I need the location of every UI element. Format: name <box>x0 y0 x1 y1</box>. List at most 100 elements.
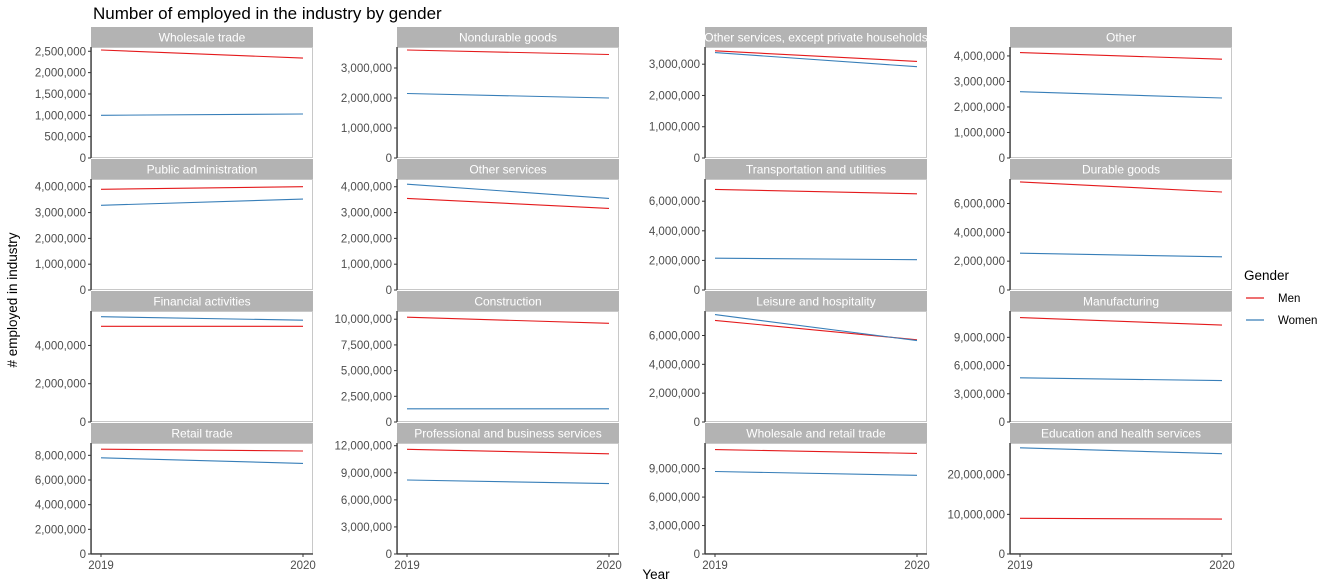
panel-construction: Construction 0 2,500,000 5,000,000 7,500,000… <box>334 291 619 429</box>
series-line-men <box>406 448 610 455</box>
panel-border <box>397 47 619 158</box>
y-tick-label: 0 <box>999 417 1005 429</box>
y-tick-label: 4,000,000 <box>35 500 86 512</box>
panel-border <box>705 443 927 554</box>
panel-border <box>91 47 313 158</box>
panel-border <box>91 443 313 554</box>
strip-background <box>1010 27 1232 47</box>
series-line-men <box>1019 52 1223 60</box>
panel-durable-goods: Durable goods 0 2,000,000 4,000,000 6,000,00… <box>954 159 1232 297</box>
y-tick-label: 0 <box>386 549 392 561</box>
strip-background <box>397 291 619 311</box>
series-line-women <box>100 457 304 464</box>
y-tick-label: 8,000,000 <box>35 450 86 462</box>
y-tick-label: 6,000,000 <box>341 495 392 507</box>
strip-label: Other <box>1106 31 1136 45</box>
y-tick-label: 6,000,000 <box>649 492 700 504</box>
panels: Wholesale trade 0 500,000 1,000,000 1,500,00… <box>35 27 1235 572</box>
y-tick-label: 2,000,000 <box>649 255 700 267</box>
y-tick-label: 1,000,000 <box>649 122 700 134</box>
strip-background <box>397 159 619 179</box>
y-tick-label: 1,000,000 <box>35 110 86 122</box>
panel-education-and-health-services: Education and health services 0 10,000,000… <box>947 423 1235 572</box>
y-axis-title: # employed in industry <box>5 232 20 367</box>
series-line-men <box>100 448 304 452</box>
y-tick-label: 9,000,000 <box>954 332 1005 344</box>
y-tick-label: 3,000,000 <box>954 76 1005 88</box>
y-tick-label: 0 <box>386 153 392 165</box>
strip-background <box>705 159 927 179</box>
strip-label: Nondurable goods <box>459 31 557 45</box>
y-tick-label: 500,000 <box>44 132 86 144</box>
y-tick-label: 4,000,000 <box>954 227 1005 239</box>
y-tick-label: 4,000,000 <box>649 226 700 238</box>
series-line-men <box>100 49 304 59</box>
y-tick-label: 0 <box>999 285 1005 297</box>
y-tick-label: 6,000,000 <box>954 199 1005 211</box>
x-axis-title: Year <box>642 567 670 582</box>
panel-border <box>397 443 619 554</box>
strip-label: Wholesale and retail trade <box>746 427 886 441</box>
strip-background <box>91 291 313 311</box>
panel-leisure-and-hospitality: Leisure and hospitality 0 2,000,000 4,000,0… <box>649 291 927 429</box>
y-tick-label: 0 <box>694 153 700 165</box>
strip-label: Manufacturing <box>1083 295 1159 309</box>
y-tick-label: 0 <box>999 549 1005 561</box>
panel-border <box>91 311 313 422</box>
panel-other-services: Other services 0 1,000,000 2,000,000 3,000,0… <box>341 159 619 297</box>
panel-border <box>1010 311 1232 422</box>
strip-label: Other services, except private household… <box>704 31 927 45</box>
series-line-women <box>714 470 918 476</box>
strip-label: Transportation and utilities <box>746 163 886 177</box>
x-tick-label: 2020 <box>904 560 930 572</box>
y-tick-label: 3,000,000 <box>954 389 1005 401</box>
y-tick-label: 4,000,000 <box>35 182 86 194</box>
strip-label: Wholesale trade <box>159 31 246 45</box>
strip-background <box>91 27 313 47</box>
strip-label: Leisure and hospitality <box>756 295 875 309</box>
strip-label: Professional and business services <box>414 427 601 441</box>
series-line-men <box>406 49 610 56</box>
series-line-men <box>714 188 918 195</box>
panel-nondurable-goods: Nondurable goods 0 1,000,000 2,000,000 3,000… <box>341 27 619 165</box>
strip-background <box>91 423 313 443</box>
y-tick-label: 0 <box>80 285 86 297</box>
series-line-women <box>100 113 304 116</box>
y-tick-label: 6,000,000 <box>649 196 700 208</box>
y-tick-label: 1,500,000 <box>35 89 86 101</box>
y-tick-label: 3,000,000 <box>649 59 700 71</box>
y-tick-label: 2,000,000 <box>35 233 86 245</box>
x-tick-label: 2019 <box>394 560 420 572</box>
y-tick-label: 2,000,000 <box>35 379 86 391</box>
panel-retail-trade: Retail trade 0 2,000,000 4,000,000 6,000,000… <box>35 423 316 572</box>
panel-border <box>705 47 927 158</box>
strip-background <box>705 27 927 47</box>
series-line-women <box>714 257 918 261</box>
panel-other: Other 0 1,000,000 2,000,000 3,000,000 4,000,0… <box>954 27 1232 165</box>
y-tick-label: 1,000,000 <box>341 259 392 271</box>
panel-transportation-and-utilities: Transportation and utilities 0 2,000,000 4,… <box>649 159 927 297</box>
strip-background <box>1010 159 1232 179</box>
series-line-men <box>406 197 610 209</box>
y-tick-label: 2,000,000 <box>649 90 700 102</box>
y-tick-label: 3,000,000 <box>649 521 700 533</box>
panel-financial-activities: Financial activities 0 2,000,000 4,000,000 <box>35 291 313 429</box>
legend: Gender Men Women <box>1244 268 1317 327</box>
y-tick-label: 3,000,000 <box>35 208 86 220</box>
panel-border <box>1010 443 1232 554</box>
y-tick-label: 10,000,000 <box>947 509 1005 521</box>
y-tick-label: 2,000,000 <box>341 233 392 245</box>
strip-background <box>397 423 619 443</box>
y-tick-label: 3,000,000 <box>341 522 392 534</box>
y-tick-label: 2,000,000 <box>954 102 1005 114</box>
panel-public-administration: Public administration 0 1,000,000 2,000,000… <box>35 159 313 297</box>
strip-background <box>705 423 927 443</box>
series-line-women <box>1019 252 1223 258</box>
y-tick-label: 0 <box>694 549 700 561</box>
panel-border <box>397 311 619 422</box>
series-line-men <box>1019 517 1223 520</box>
strip-background <box>397 27 619 47</box>
series-line-women <box>406 183 610 199</box>
y-tick-label: 1,000,000 <box>954 127 1005 139</box>
